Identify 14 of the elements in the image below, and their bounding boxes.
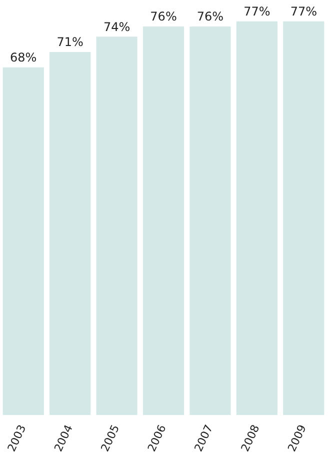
x-tick-label: 2009 bbox=[285, 422, 309, 454]
x-tick-label: 2006 bbox=[145, 422, 169, 454]
data-label: 71% bbox=[56, 35, 84, 50]
data-label: 76% bbox=[150, 10, 177, 24]
x-tick-label: 2003 bbox=[5, 422, 29, 454]
x-tick-label: 2004 bbox=[52, 422, 76, 454]
x-tick-label: 2008 bbox=[238, 422, 262, 454]
data-label: 77% bbox=[244, 4, 270, 18]
data-label: 77% bbox=[290, 4, 317, 18]
data-label: 76% bbox=[196, 10, 224, 24]
data-label: 74% bbox=[103, 20, 130, 34]
x-tick-label: 2007 bbox=[192, 422, 216, 454]
x-tick-label: 2005 bbox=[98, 422, 122, 454]
data-label: 68% bbox=[10, 50, 37, 64]
